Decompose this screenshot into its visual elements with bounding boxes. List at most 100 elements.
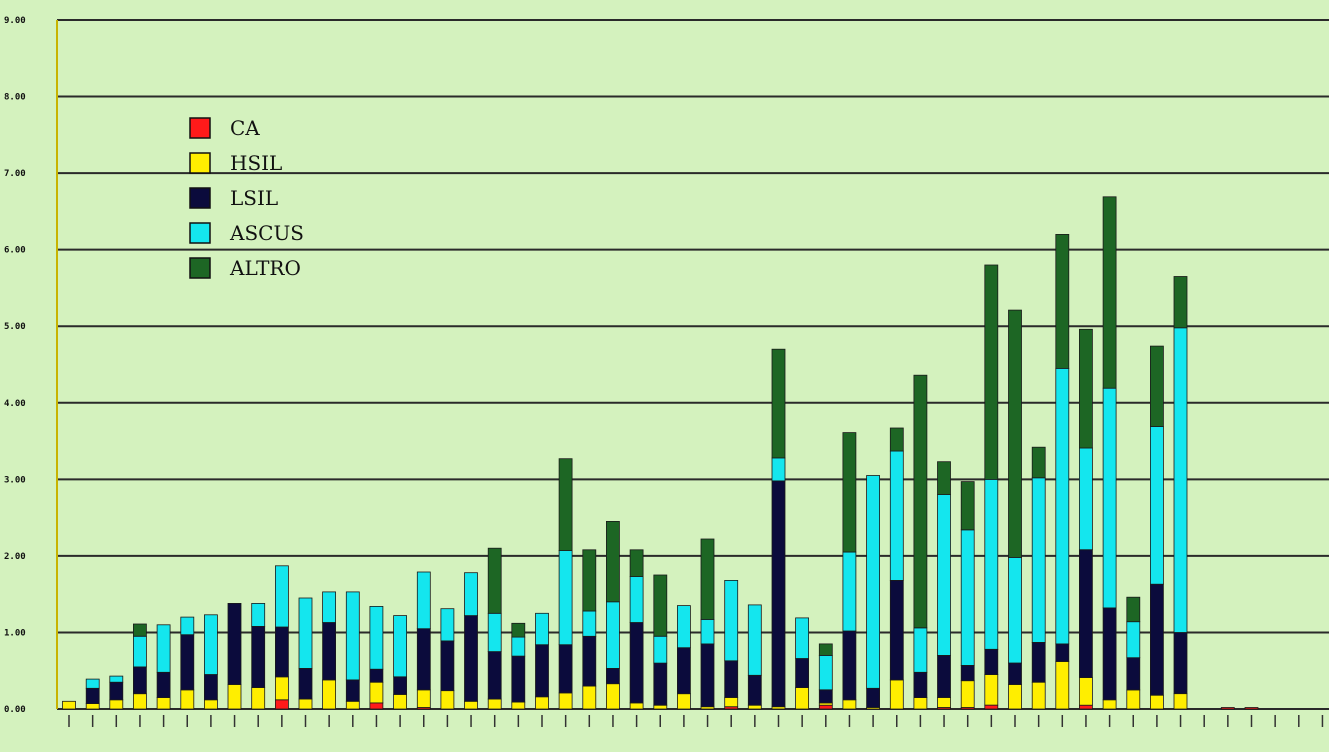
bar-segment-ascus: [677, 605, 691, 649]
legend-label-ascus: ASCUS: [229, 221, 304, 245]
bar-segment-lsil: [251, 625, 266, 688]
bar-segment-ascus: [629, 576, 644, 623]
bar-segment-lsil: [132, 666, 147, 695]
bar-segment-lsil: [984, 648, 999, 675]
bar-segment-ascus: [535, 612, 549, 646]
bar-segment-altro: [842, 432, 857, 553]
bar-segment-hsil: [558, 692, 573, 710]
bar-segment-hsil: [109, 699, 124, 710]
bar-segment-hsil: [298, 698, 313, 710]
bar-segment-hsil: [677, 693, 691, 710]
legend-swatch-ascus: [189, 222, 211, 244]
bar-segment-ascus: [889, 450, 904, 581]
bar-segment-lsil: [724, 660, 739, 698]
y-tick-label: 2.00: [4, 552, 26, 562]
bar-segment-ascus: [251, 603, 266, 627]
bar-segment-hsil: [653, 704, 668, 710]
bar-segment-hsil: [842, 699, 857, 710]
bar-segment-lsil: [842, 630, 857, 701]
bar-segment-lsil: [1031, 642, 1046, 683]
bar-segment-lsil: [913, 671, 928, 698]
bar-segment-ascus: [180, 616, 195, 636]
bars-group: [62, 196, 1259, 710]
bar-segment-ascus: [274, 565, 289, 628]
bar-segment-hsil: [984, 674, 999, 706]
bar-segment-lsil: [85, 687, 100, 704]
bar-segment-altro: [1173, 276, 1188, 329]
y-tick-label: 9.00: [4, 16, 26, 26]
bar-segment-lsil: [771, 480, 786, 708]
legend-label-lsil: LSIL: [230, 186, 278, 210]
bar-segment-altro: [487, 547, 502, 614]
y-tick-label: 7.00: [4, 169, 26, 179]
bar-segment-altro: [818, 643, 833, 656]
bar-segment-hsil: [913, 697, 928, 710]
bar-segment-hsil: [629, 702, 644, 710]
bar-segment-lsil: [1173, 632, 1188, 695]
bar-segment-lsil: [109, 681, 124, 701]
bar-segment-hsil: [937, 697, 951, 708]
legend-swatch-ca: [189, 117, 211, 139]
bar-segment-ascus: [85, 678, 100, 689]
bar-segment-altro: [700, 538, 715, 620]
y-tick-label: 3.00: [4, 475, 26, 485]
bar-segment-hsil: [747, 704, 762, 710]
bar-segment-altro: [132, 623, 147, 637]
legend-swatch-lsil: [189, 187, 211, 209]
bar-segment-hsil: [1079, 677, 1093, 706]
bar-segment-ca: [369, 702, 384, 710]
bar-segment-hsil: [322, 679, 337, 710]
bar-segment-ascus: [298, 597, 313, 669]
grid-lines: [57, 19, 1329, 710]
y-tick-label: 0.00: [4, 705, 26, 715]
bar-segment-hsil: [156, 697, 171, 710]
bar-segment-altro: [653, 574, 668, 637]
bar-segment-hsil: [511, 701, 526, 710]
bar-segment-lsil: [274, 626, 289, 678]
bar-segment-ascus: [156, 624, 171, 673]
bar-segment-ascus: [393, 615, 408, 678]
bar-segment-hsil: [62, 700, 76, 710]
bar-segment-lsil: [677, 647, 691, 695]
y-tick-label: 4.00: [4, 399, 26, 409]
legend-swatch-altro: [189, 257, 211, 279]
y-tick-label: 6.00: [4, 246, 26, 256]
bar-segment-lsil: [795, 658, 809, 689]
bar-segment-lsil: [1008, 662, 1022, 685]
bar-segment-lsil: [1150, 583, 1164, 696]
bar-segment-altro: [937, 461, 951, 496]
bar-segment-hsil: [464, 700, 478, 710]
bar-segment-ascus: [1173, 327, 1188, 633]
bar-segment-hsil: [227, 684, 242, 710]
bar-segment-lsil: [393, 676, 408, 695]
bar-segment-hsil: [132, 693, 147, 710]
bar-segment-ascus: [771, 457, 786, 482]
bar-segment-hsil: [345, 700, 360, 710]
bar-segment-ascus: [984, 478, 999, 650]
bar-segment-lsil: [227, 603, 242, 685]
bar-segment-hsil: [440, 690, 455, 710]
y-tick-label: 5.00: [4, 322, 26, 332]
bar-segment-ascus: [606, 601, 620, 669]
bar-segment-altro: [606, 521, 620, 603]
bar-segment-ascus: [795, 617, 809, 659]
bar-segment-hsil: [795, 687, 809, 710]
bar-segment-altro: [558, 458, 573, 552]
bar-segment-altro: [1126, 596, 1141, 623]
bar-segment-hsil: [960, 680, 975, 708]
bar-segment-lsil: [866, 687, 880, 708]
bar-segment-ca: [1220, 707, 1235, 710]
bar-segment-lsil: [582, 635, 597, 687]
bar-segment-hsil: [1173, 693, 1188, 710]
bar-segment-lsil: [606, 668, 620, 685]
bar-segment-ascus: [747, 604, 762, 676]
bar-segment-lsil: [1079, 549, 1093, 678]
bar-segment-lsil: [464, 615, 478, 702]
bar-segment-lsil: [180, 634, 195, 691]
bar-segment-ascus: [937, 494, 951, 656]
bar-segment-ascus: [369, 606, 384, 670]
bar-segment-ca: [818, 704, 833, 710]
bar-segment-hsil: [889, 679, 904, 710]
bar-segment-altro: [511, 622, 526, 638]
